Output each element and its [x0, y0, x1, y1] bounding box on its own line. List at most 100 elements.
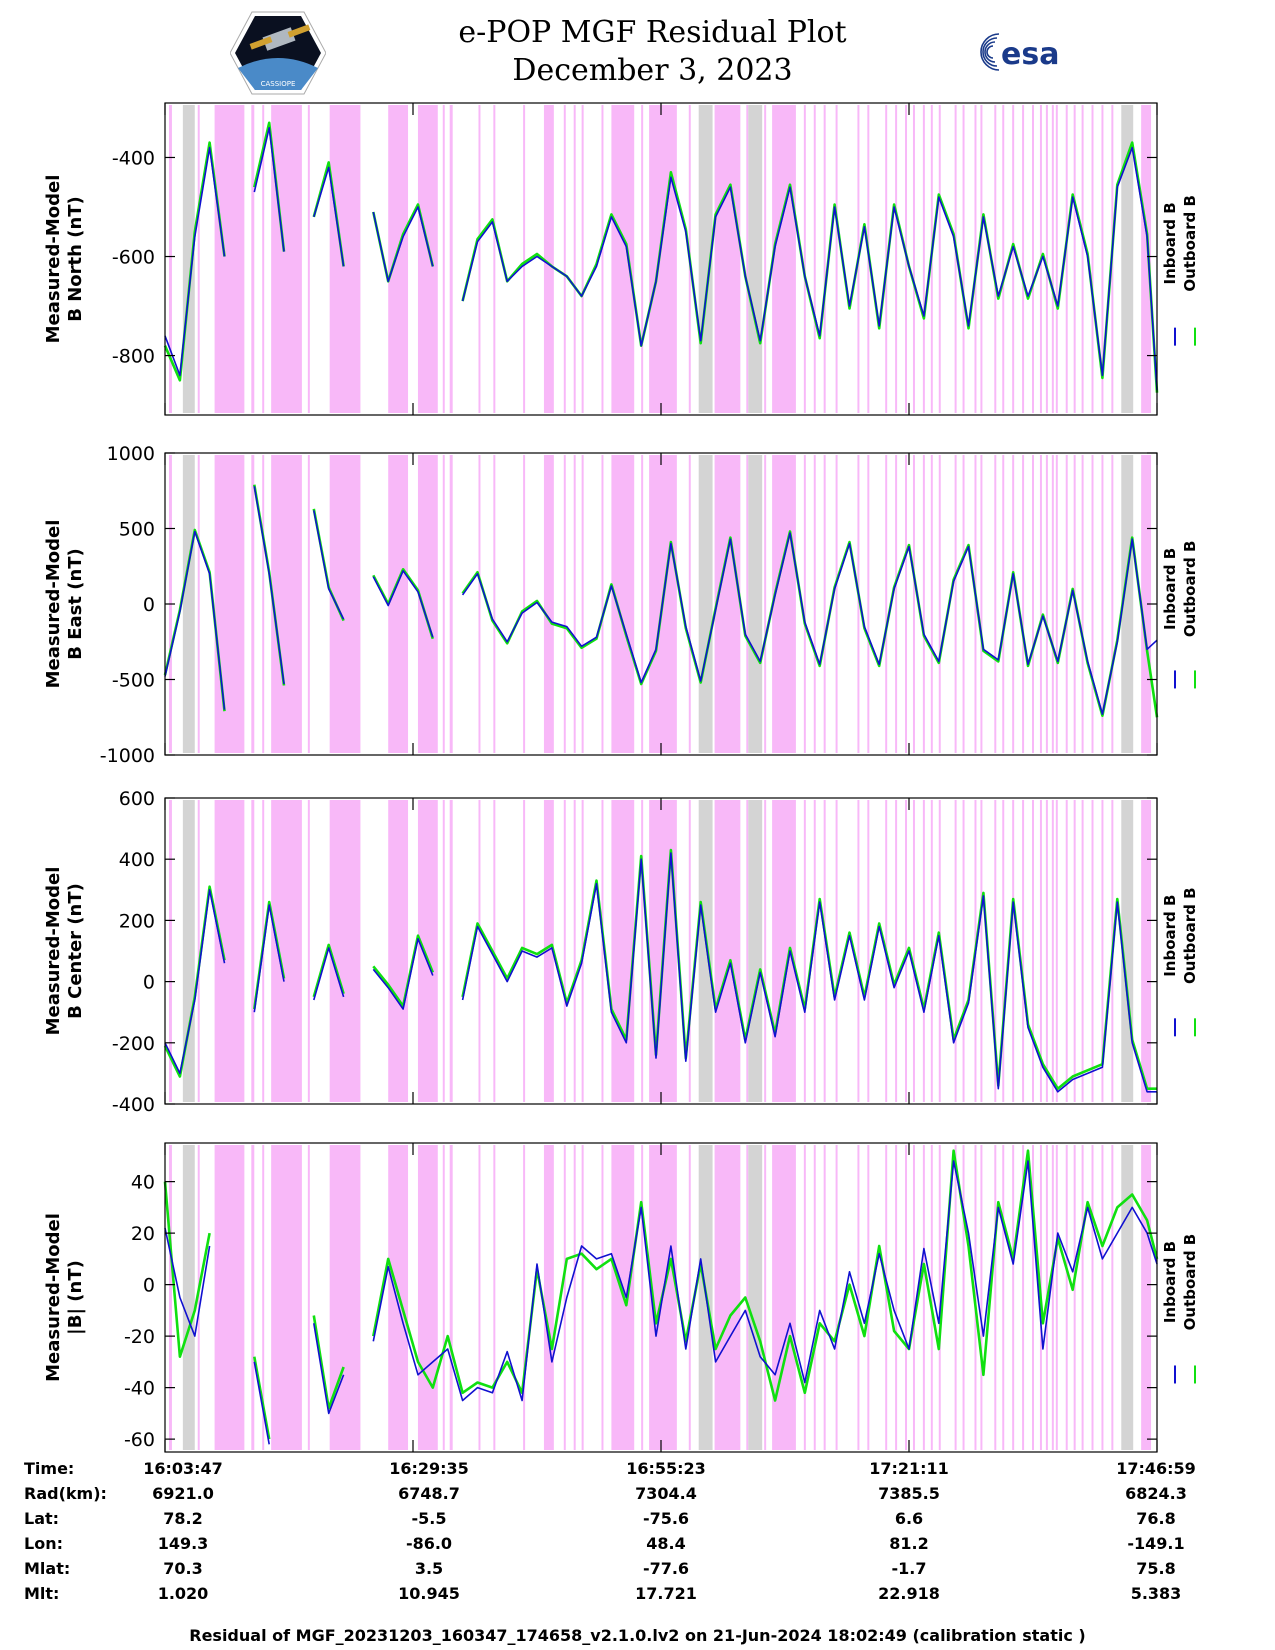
- info-cell: 3.5: [359, 1559, 499, 1578]
- y-axis-label: Measured-ModelB North (nT): [43, 175, 86, 344]
- y-axis-label-line-1: Measured-Model: [43, 175, 64, 344]
- data-gap-band: [715, 455, 741, 753]
- data-gap-band: [1056, 455, 1058, 753]
- data-gap-band: [994, 105, 996, 413]
- data-gap-band: [913, 800, 915, 1102]
- legend-label-inboard: Inboard B: [1161, 548, 1179, 630]
- data-gap-band: [1082, 1145, 1084, 1450]
- residual-chart: -400-600-800Measured-ModelB North (nT) In…: [0, 0, 1275, 1650]
- info-cell: 75.8: [1086, 1559, 1226, 1578]
- data-gap-band: [1066, 1145, 1068, 1450]
- data-gap-band: [1111, 455, 1113, 753]
- y-tick-label: -800: [112, 346, 155, 368]
- info-cell: 78.2: [113, 1509, 253, 1528]
- info-row-label: Lon:: [24, 1534, 63, 1553]
- y-tick-label: 40: [131, 1172, 155, 1194]
- data-gap-band: [895, 105, 897, 413]
- y-tick-label: -20: [124, 1326, 155, 1348]
- data-gap-band: [641, 800, 643, 1102]
- data-gap-band: [885, 455, 887, 753]
- y-axis-label-line-2: B East (nT): [65, 548, 86, 660]
- panel-4: 40 20 0 -20 -40 -60 Measured-Model|B| (nT) Inbo…: [43, 1143, 1199, 1452]
- y-tick-label: -500: [112, 670, 155, 692]
- legend-label: Inboard B Outboard B: [1161, 1234, 1199, 1331]
- data-gap-band: [1141, 1145, 1151, 1450]
- data-gap-band: [1052, 1145, 1054, 1450]
- info-cell: -75.6: [596, 1509, 736, 1528]
- info-cell: 16:29:35: [359, 1459, 499, 1478]
- info-row-label: Rad(km):: [24, 1484, 107, 1503]
- data-gap-band: [857, 800, 859, 1102]
- data-gap-band: [1092, 455, 1094, 753]
- eclipse-band: [699, 800, 713, 1102]
- data-gap-band: [198, 455, 200, 753]
- data-gap-band: [478, 455, 480, 753]
- data-gap-band: [994, 1145, 996, 1450]
- data-gap-band: [1074, 800, 1076, 1102]
- data-gap-band: [308, 105, 310, 413]
- data-gap-band: [955, 800, 957, 1102]
- data-gap-band: [689, 455, 691, 753]
- data-gap-band: [1022, 105, 1024, 413]
- data-gap-band: [939, 105, 941, 413]
- data-gap-band: [271, 1145, 302, 1450]
- data-gap-band: [271, 105, 302, 413]
- y-axis-label-line-2: B Center (nT): [65, 883, 86, 1019]
- data-gap-band: [1074, 1145, 1076, 1450]
- info-row-label: Mlat:: [24, 1559, 70, 1578]
- y-tick-label: 1000: [107, 443, 155, 465]
- data-gap-band: [443, 455, 445, 753]
- data-gap-band: [1101, 1145, 1103, 1450]
- data-gap-band: [1066, 105, 1068, 413]
- data-gap-band: [251, 455, 254, 753]
- info-cell: 17:46:59: [1086, 1459, 1226, 1478]
- data-gap-band: [1111, 1145, 1113, 1450]
- data-gap-band: [867, 455, 869, 753]
- data-gap-band: [1092, 800, 1094, 1102]
- y-tick-label: -400: [112, 147, 155, 169]
- data-gap-band: [867, 800, 869, 1102]
- data-gap-band: [814, 455, 816, 753]
- y-tick-label: 0: [143, 972, 155, 994]
- data-gap-band: [330, 800, 361, 1102]
- data-gap-band: [169, 105, 172, 413]
- data-gap-band: [215, 800, 245, 1102]
- data-gap-band: [564, 105, 566, 413]
- data-gap-band: [772, 1145, 796, 1450]
- legend-label: Inboard B Outboard B: [1161, 887, 1199, 984]
- y-axis-label-line-2: B North (nT): [65, 196, 86, 322]
- data-gap-band: [963, 1145, 965, 1450]
- info-cell: 48.4: [596, 1534, 736, 1553]
- data-gap-band: [1032, 800, 1034, 1102]
- data-gap-band: [1074, 105, 1076, 413]
- data-gap-band: [804, 1145, 806, 1450]
- data-gap-band: [836, 1145, 838, 1450]
- data-gap-band: [1022, 800, 1024, 1102]
- data-gap-band: [1056, 1145, 1058, 1450]
- y-tick-label: 400: [119, 849, 155, 871]
- data-gap-band: [523, 455, 525, 753]
- data-gap-band: [895, 1145, 897, 1450]
- data-gap-band: [1046, 105, 1048, 413]
- data-gap-band: [1002, 1145, 1004, 1450]
- data-gap-band: [544, 455, 554, 753]
- info-cell: 1.020: [113, 1584, 253, 1603]
- data-gap-band: [308, 455, 310, 753]
- data-gap-band: [544, 105, 554, 413]
- data-gap-band: [1032, 455, 1034, 753]
- data-gap-band: [824, 1145, 826, 1450]
- data-gap-band: [1002, 455, 1004, 753]
- data-gap-band: [980, 455, 982, 753]
- y-tick-label: -400: [112, 1094, 155, 1116]
- data-gap-band: [582, 1145, 584, 1450]
- info-cell: 6921.0: [113, 1484, 253, 1503]
- data-gap-band: [564, 1145, 566, 1450]
- data-gap-band: [418, 800, 438, 1102]
- y-tick-label: 0: [143, 594, 155, 616]
- data-gap-band: [198, 105, 200, 413]
- eclipse-band: [748, 455, 762, 753]
- info-cell: 17:21:11: [839, 1459, 979, 1478]
- legend-label-outboard: Outboard B: [1181, 195, 1199, 292]
- y-axis-label-line-1: Measured-Model: [43, 867, 64, 1036]
- info-cell: -149.1: [1086, 1534, 1226, 1553]
